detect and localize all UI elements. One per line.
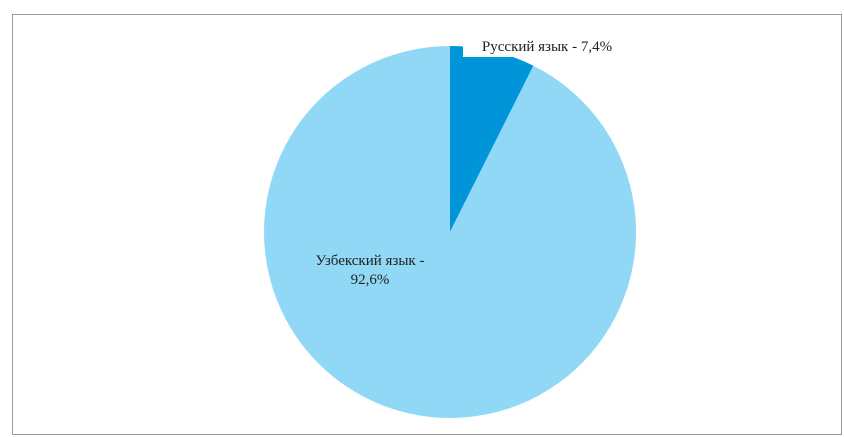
- slice-label-background: [463, 35, 631, 57]
- slice-label-1: Русский язык - 7,4%: [482, 39, 612, 55]
- slice-label-2: Узбекский язык -92,6%: [316, 253, 425, 288]
- pie-slice-1: [450, 46, 534, 232]
- pie-slice-2: [264, 46, 636, 418]
